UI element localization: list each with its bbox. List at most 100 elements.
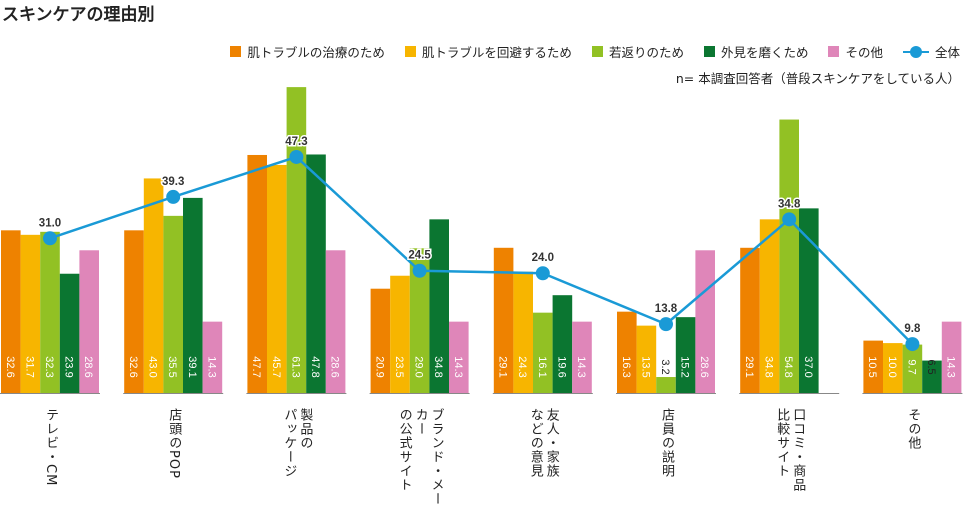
total-value-label: 9.8 <box>904 323 921 335</box>
legend-label: 肌トラブルの治療のため <box>247 45 385 60</box>
bar <box>533 312 553 393</box>
bar-value-label: 32.3 <box>43 356 55 377</box>
bar <box>863 340 883 393</box>
category-label: 口コミ・商品 比較サイト <box>773 408 805 492</box>
sample-note: n= 本調査回答者（普段スキンケアをしている人） <box>675 71 960 86</box>
legend-item: 肌トラブルを回避するため <box>404 42 572 61</box>
category-label: テレビ・CM <box>42 408 58 486</box>
bar <box>779 119 799 393</box>
bar-value-label: 24.3 <box>516 356 528 377</box>
bar <box>409 248 430 393</box>
legend-swatch <box>828 46 840 57</box>
bar-value-label: 29.1 <box>743 356 755 377</box>
bar-value-label: 28.6 <box>329 356 341 377</box>
category-label: 友人・家族 などの意見 <box>527 408 559 478</box>
category-label-line: パッケージ <box>281 408 297 478</box>
total-point <box>43 231 57 246</box>
bar <box>20 234 41 393</box>
bar-value-label: 16.1 <box>536 356 548 377</box>
bar <box>325 250 346 393</box>
category-label-line: ブランド・メーカー <box>412 408 444 506</box>
bar <box>759 219 780 393</box>
bar <box>883 343 903 393</box>
total-point <box>535 266 550 281</box>
category-label: その他 <box>904 408 920 450</box>
legend-item: 外見を磨くため <box>703 42 809 61</box>
legend-line-marker-icon <box>902 45 929 58</box>
total-point <box>905 337 920 352</box>
bar <box>79 250 99 393</box>
bar <box>617 311 637 393</box>
total-value-label: 24.5 <box>408 250 431 262</box>
bar-value-label: 31.7 <box>23 356 35 377</box>
bar <box>941 321 962 393</box>
legend-swatch <box>230 46 242 57</box>
legend-item: その他 <box>828 42 883 61</box>
total-value-label: 13.8 <box>655 303 678 315</box>
legend-item: 全体 <box>902 42 960 61</box>
category-label-line: 口コミ・商品 <box>790 408 806 492</box>
total-value-label: 24.0 <box>532 252 554 264</box>
legend-label: その他 <box>845 45 883 60</box>
total-value-label: 34.8 <box>778 198 801 210</box>
total-value-label: 31.0 <box>39 217 61 229</box>
total-value-label: 47.3 <box>285 136 307 148</box>
bar <box>922 360 942 393</box>
bar-value-label: 32.6 <box>4 356 16 377</box>
category-label-line: の公式サイト <box>396 408 412 492</box>
bar-value-label: 32.6 <box>127 356 139 377</box>
total-value-label: 39.3 <box>162 176 184 188</box>
bar-value-label: 29.0 <box>413 356 425 377</box>
bar-value-label: 28.6 <box>698 356 710 377</box>
legend-swatch <box>591 46 603 57</box>
legend-item: 若返りのため <box>591 42 684 61</box>
legend-item: 肌トラブルの治療のため <box>230 42 385 61</box>
category-label: 製品の パッケージ <box>280 408 312 478</box>
bar <box>202 321 223 393</box>
legend-label: 外見を磨くため <box>720 45 809 60</box>
bar <box>143 178 164 393</box>
bar-value-label: 29.1 <box>497 356 509 377</box>
bar <box>449 321 469 393</box>
bar <box>493 247 514 393</box>
bar-value-label: 34.8 <box>432 356 444 377</box>
bar-value-label: 13.5 <box>639 356 651 377</box>
bar <box>390 275 410 393</box>
bar <box>740 247 760 393</box>
bar-value-label: 14.3 <box>205 356 217 377</box>
chart-title: スキンケアの理由別 <box>2 5 155 25</box>
bar-value-label: 23.5 <box>393 356 405 377</box>
bar-value-label: 54.8 <box>782 356 794 377</box>
bar <box>247 154 267 393</box>
bar <box>370 288 391 393</box>
legend-swatch <box>703 46 715 57</box>
bar <box>286 87 307 393</box>
bar-value-label: 43.0 <box>147 356 159 377</box>
bar-value-label: 10.5 <box>866 356 878 377</box>
bar-value-label: 35.5 <box>166 356 178 377</box>
bar-value-label: 47.8 <box>309 356 321 377</box>
bar-value-label: 45.7 <box>270 356 282 377</box>
bar-value-label: 10.0 <box>886 356 898 377</box>
bar <box>799 208 819 393</box>
total-line <box>49 155 914 345</box>
category-label: ブランド・メーカー の公式サイト <box>396 408 444 514</box>
bar <box>572 321 592 393</box>
category-label-line: 友人・家族 <box>543 408 559 478</box>
bar-value-label: 39.1 <box>186 356 198 377</box>
bar <box>1 230 21 393</box>
bar-value-label: 16.3 <box>620 356 632 377</box>
legend-label: 肌トラブルを回避するため <box>421 45 572 60</box>
bar-value-label: 23.9 <box>63 356 75 377</box>
total-point <box>289 149 304 164</box>
bar <box>552 295 573 393</box>
category-label-line: 店員の説明 <box>659 408 674 478</box>
bar <box>656 377 676 393</box>
bar-value-label: 20.9 <box>373 356 385 377</box>
category-label-line: テレビ・CM <box>43 408 58 487</box>
category-label: 店員の説明 <box>658 408 674 478</box>
bar <box>429 219 449 393</box>
bar <box>267 164 287 393</box>
category-label-line: その他 <box>905 408 921 450</box>
